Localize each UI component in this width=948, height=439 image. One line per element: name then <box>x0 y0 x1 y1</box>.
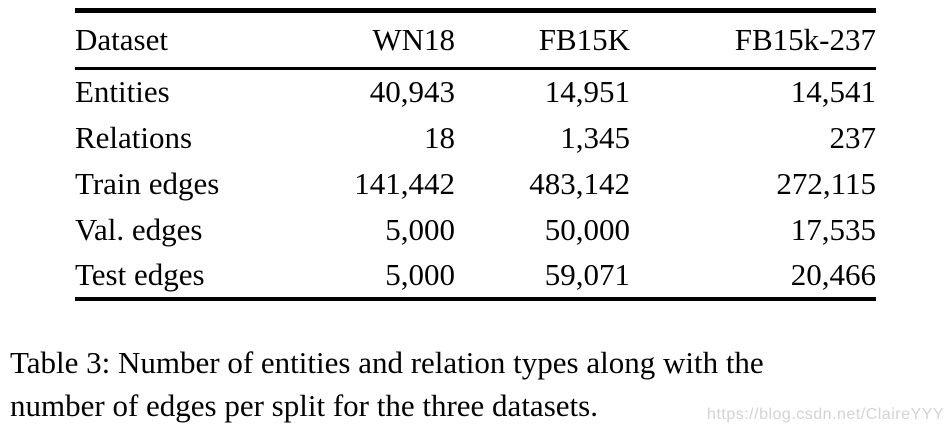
table-cell: 20,466 <box>790 256 876 292</box>
row-label: Test edges <box>75 256 205 292</box>
table-cell: 18 <box>424 119 455 155</box>
table-caption-line1: Table 3: Number of entities and relation… <box>10 345 764 380</box>
table-cell: 141,442 <box>354 165 455 201</box>
table-cell: 14,951 <box>544 74 630 110</box>
table-cell: 17,535 <box>790 211 876 247</box>
table-row: Val. edges 5,000 50,000 17,535 <box>75 207 876 253</box>
table-cell: 5,000 <box>385 211 455 247</box>
table-row: Relations 18 1,345 237 <box>75 115 876 161</box>
row-label: Relations <box>75 119 193 155</box>
table-cell: 59,071 <box>544 256 630 292</box>
table-cell: 1,345 <box>560 119 630 155</box>
table-row: Entities 40,943 14,951 14,541 <box>75 69 876 115</box>
column-header-dataset: Dataset <box>75 10 277 70</box>
column-header-fb15k: FB15K <box>455 10 630 70</box>
dataset-stats-table: Dataset WN18 FB15K FB15k-237 Entities 40… <box>75 8 876 301</box>
column-header-wn18: WN18 <box>277 10 455 70</box>
table-header-row: Dataset WN18 FB15K FB15k-237 <box>75 10 876 70</box>
table-cell: 50,000 <box>544 211 630 247</box>
row-label: Entities <box>75 74 170 110</box>
row-label: Train edges <box>75 165 220 201</box>
dataset-stats-table-area: Dataset WN18 FB15K FB15k-237 Entities 40… <box>75 8 876 301</box>
table-caption: Table 3: Number of entities and relation… <box>10 341 948 427</box>
table-cell: 483,142 <box>529 165 630 201</box>
row-label: Val. edges <box>75 211 203 247</box>
table-row: Train edges 141,442 483,142 272,115 <box>75 161 876 207</box>
table-cell: 5,000 <box>385 256 455 292</box>
table-cell: 14,541 <box>790 74 876 110</box>
table-caption-line2: number of edges per split for the three … <box>10 388 598 423</box>
watermark: https://blog.csdn.net/ClaireYYY <box>707 406 944 423</box>
table-cell: 272,115 <box>776 165 876 201</box>
table-row: Test edges 5,000 59,071 20,466 <box>75 253 876 299</box>
table-cell: 40,943 <box>369 74 455 110</box>
column-header-fb15k-237: FB15k-237 <box>630 10 876 70</box>
table-cell: 237 <box>829 119 877 155</box>
